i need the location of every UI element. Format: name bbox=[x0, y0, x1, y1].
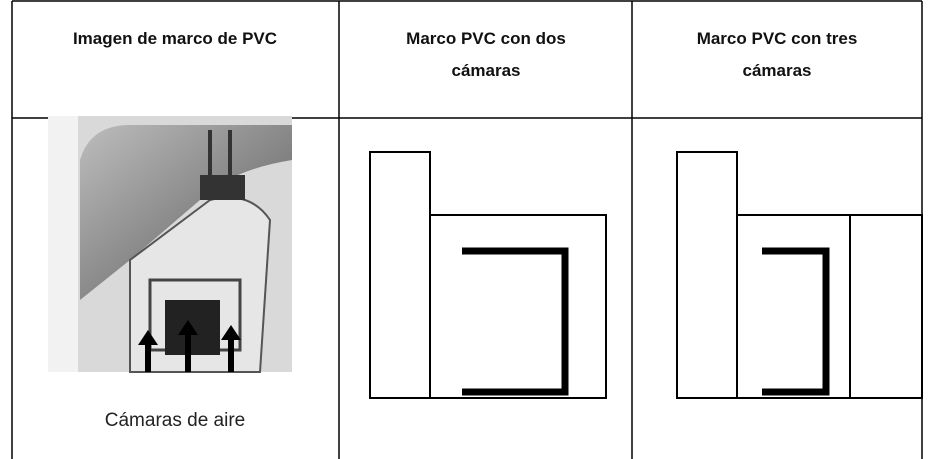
three-chamber-diagram bbox=[676, 151, 923, 399]
header: Imagen de marco de PVC bbox=[73, 29, 277, 48]
caption: Cámaras de aire bbox=[105, 410, 245, 431]
header: cámaras bbox=[451, 61, 520, 80]
header: cámaras bbox=[742, 61, 811, 80]
pvc-frame-photo bbox=[48, 116, 292, 373]
header: Marco PVC con dos bbox=[406, 29, 566, 48]
two-chamber-diagram bbox=[369, 151, 607, 399]
header: Marco PVC con tres bbox=[697, 29, 858, 48]
